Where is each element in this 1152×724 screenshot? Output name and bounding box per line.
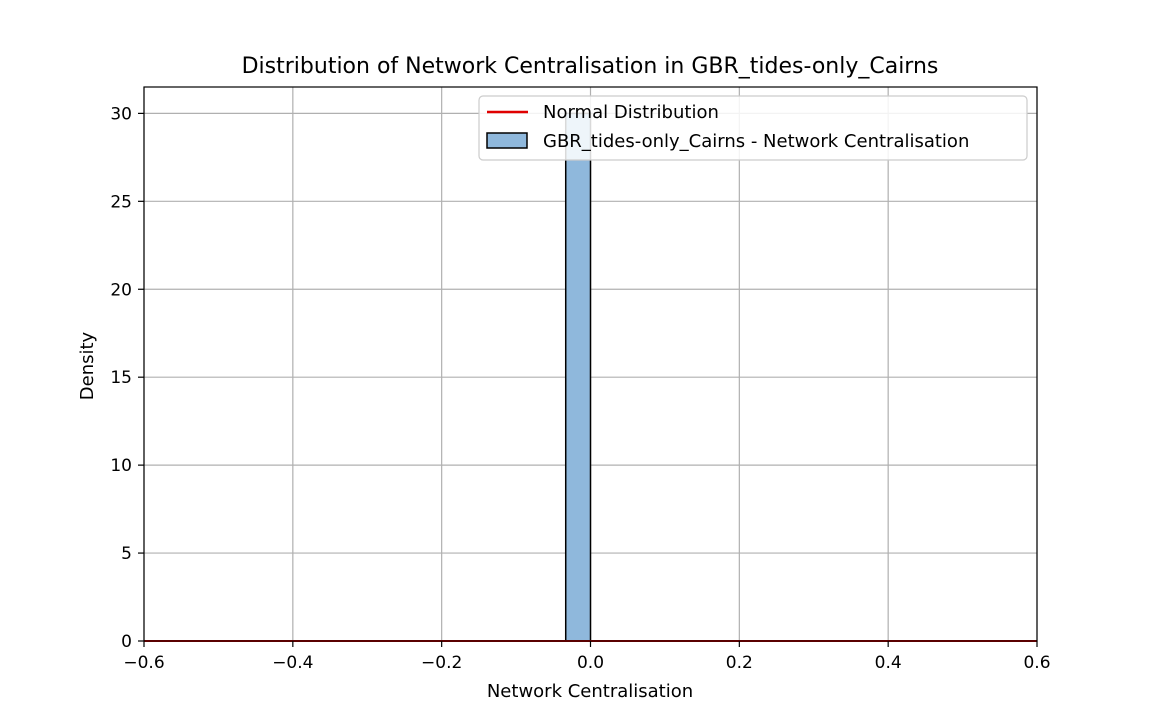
y-tick-label: 10	[110, 456, 132, 476]
axis-ticks: −0.6 −0.4 −0.2 0.0 0.2 0.4 0.6 0 5 10 15 20 25 30	[110, 104, 1050, 673]
y-tick-label: 20	[110, 280, 132, 300]
x-tick-label: 0.0	[577, 653, 604, 673]
x-tick-label: 0.4	[875, 653, 902, 673]
y-tick-label: 15	[110, 368, 132, 388]
legend-normal-label: Normal Distribution	[543, 102, 719, 123]
y-tick-label: 5	[121, 544, 132, 564]
chart-title: Distribution of Network Centralisation i…	[242, 54, 939, 79]
y-tick-label: 30	[110, 104, 132, 124]
histogram-bars	[564, 112, 592, 642]
y-axis-label: Density	[77, 331, 98, 400]
legend: Normal Distribution GBR_tides-only_Cairn…	[478, 95, 1028, 161]
x-tick-label: −0.2	[421, 653, 462, 673]
x-tick-label: 0.6	[1023, 653, 1050, 673]
legend-histogram-label: GBR_tides-only_Cairns - Network Centrali…	[543, 131, 969, 152]
histogram-bar	[564, 112, 592, 642]
x-axis-label: Network Centralisation	[487, 681, 693, 702]
y-tick-label: 25	[110, 192, 132, 212]
legend-frame	[478, 95, 1028, 161]
y-tick-label: 0	[121, 632, 132, 652]
x-tick-label: 0.2	[726, 653, 753, 673]
x-tick-label: −0.4	[272, 653, 313, 673]
x-tick-label: −0.6	[123, 653, 164, 673]
legend-histogram-swatch	[486, 132, 528, 149]
